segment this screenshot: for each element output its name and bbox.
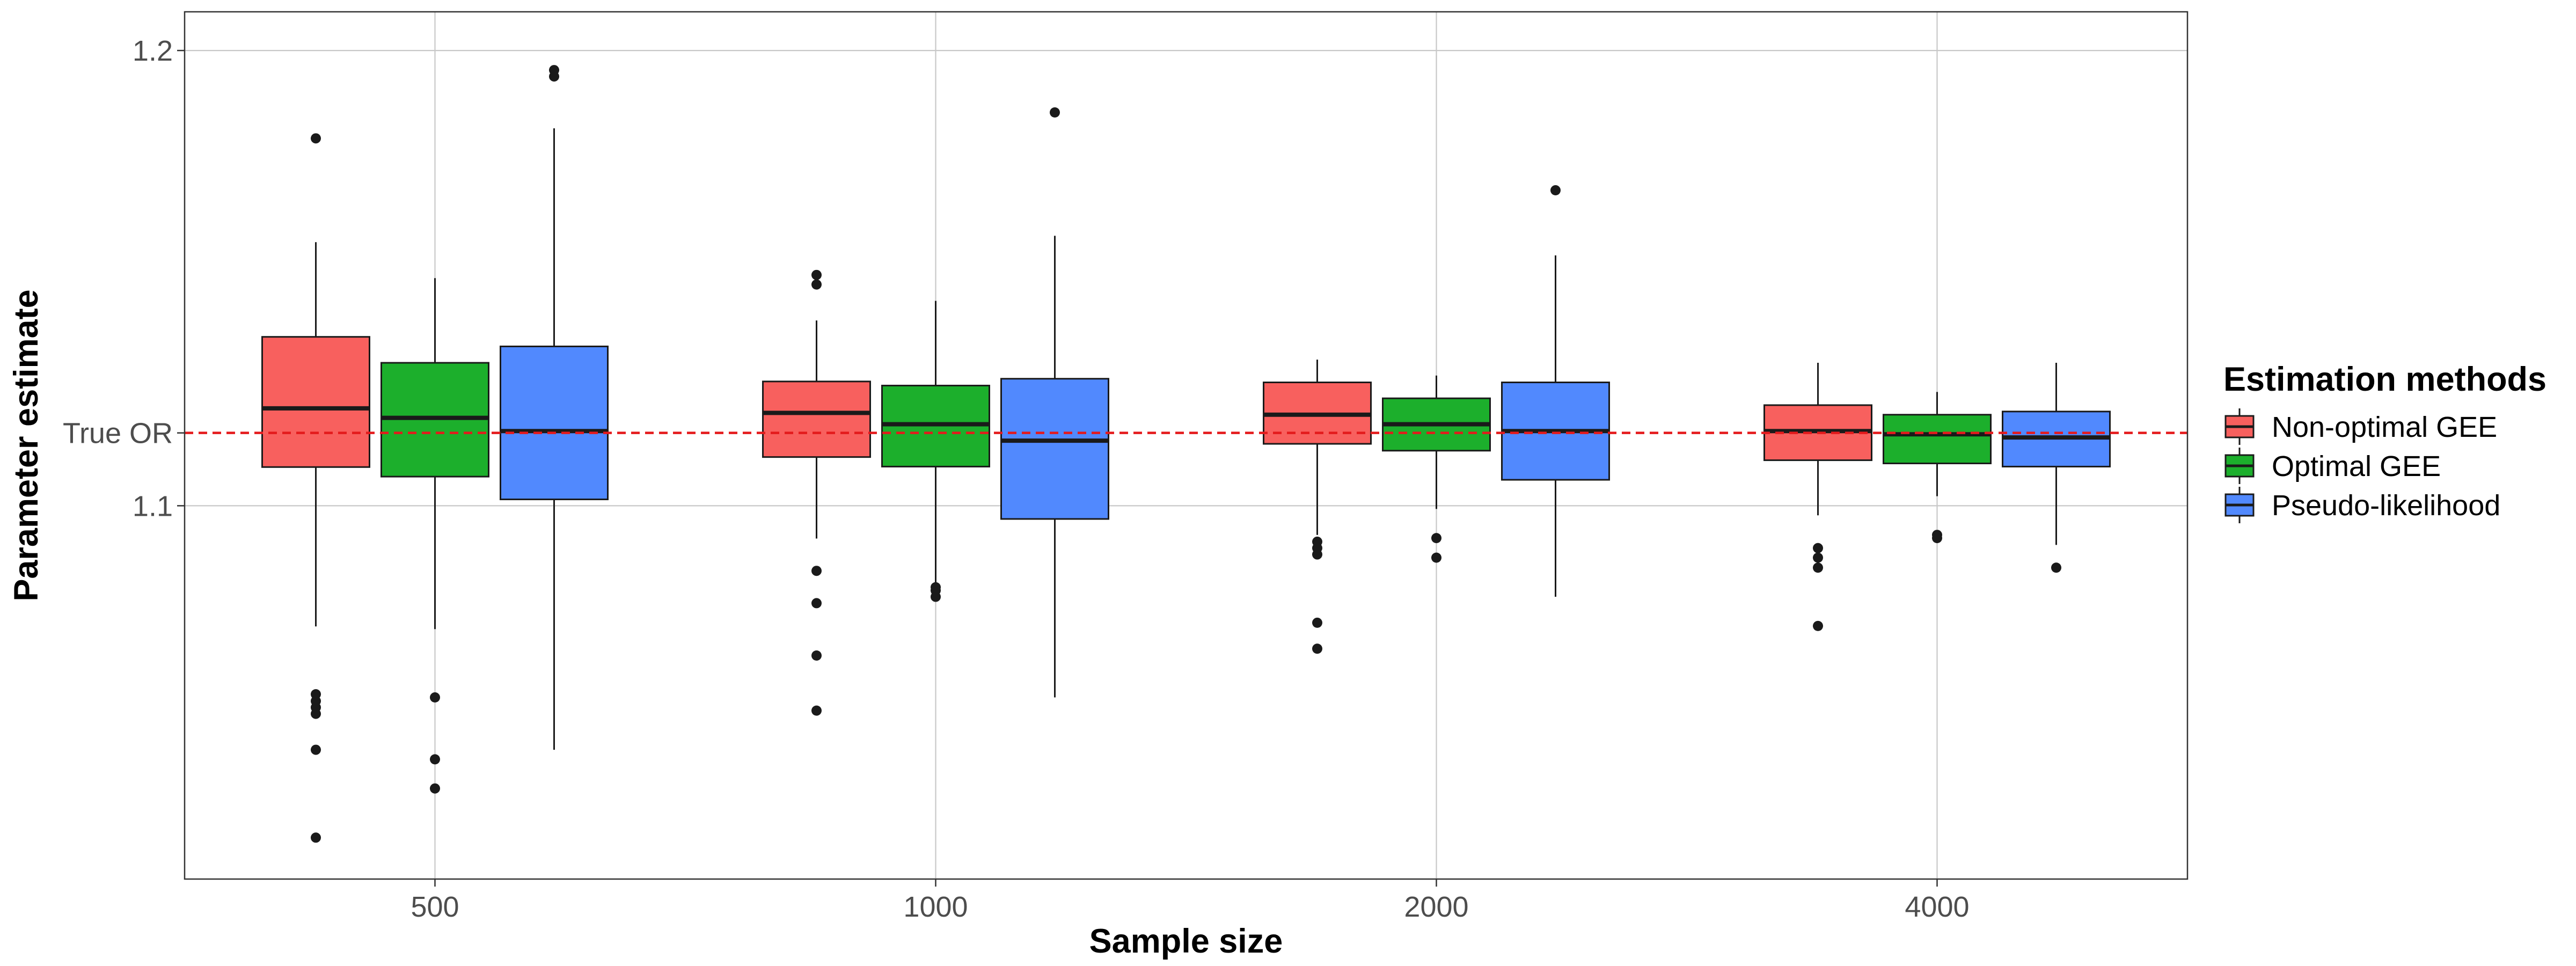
outlier-point <box>811 279 822 290</box>
outlier-point <box>1312 617 1322 628</box>
series-non-optimal-gee <box>261 133 1872 843</box>
y-tick-label: 1.1 <box>133 490 173 522</box>
x-tick-label: 1000 <box>903 891 968 923</box>
outlier-point <box>1932 533 1942 544</box>
box-group <box>1883 392 1992 544</box>
outlier-point <box>311 832 321 843</box>
outlier-point <box>1431 533 1441 544</box>
outlier-point <box>311 744 321 755</box>
box-group <box>500 65 609 750</box>
x-tick-label: 500 <box>411 891 459 923</box>
outlier-point <box>1813 562 1823 573</box>
x-axis-title: Sample size <box>1089 923 1283 960</box>
outlier-point <box>811 598 822 609</box>
box <box>500 345 609 501</box>
box-group <box>1000 107 1109 698</box>
legend: Estimation methods Non-optimal GEE Optima… <box>2223 361 2546 523</box>
outlier-point <box>1050 107 1060 118</box>
outlier-point <box>1813 552 1823 563</box>
box-group <box>881 301 990 602</box>
legend-item: Non-optimal GEE <box>2224 408 2497 445</box>
outlier-point <box>811 566 822 576</box>
box-group <box>2002 363 2111 573</box>
outlier-point <box>811 705 822 716</box>
box-group <box>1501 185 1610 597</box>
series-pseudo-likelihood <box>500 65 2111 750</box>
legend-label: Optimal GEE <box>2272 450 2441 482</box>
outlier-point <box>811 650 822 661</box>
outlier-point <box>1431 552 1441 563</box>
box <box>261 336 370 468</box>
outlier-point <box>2051 562 2061 573</box>
outlier-point <box>430 692 440 703</box>
x-tick-label: 2000 <box>1404 891 1468 923</box>
y-axis-title: Parameter estimate <box>8 289 45 601</box>
box-series <box>261 65 2111 843</box>
outlier-point <box>430 783 440 794</box>
outlier-point <box>1813 620 1823 631</box>
legend-label: Non-optimal GEE <box>2272 411 2497 443</box>
x-tick-label: 4000 <box>1905 891 1969 923</box>
outlier-point <box>1813 543 1823 553</box>
outlier-point <box>931 591 941 602</box>
y-axis: 1.1 1.2 True OR <box>63 35 185 522</box>
reference-line-label: True OR <box>63 418 173 450</box>
box-group <box>1382 375 1491 563</box>
box-group <box>261 133 370 843</box>
outlier-point <box>1550 185 1561 196</box>
outlier-point <box>1312 549 1322 560</box>
legend-item: Pseudo-likelihood <box>2224 487 2500 523</box>
box-group <box>762 269 871 716</box>
outlier-point <box>430 754 440 765</box>
plot-panel-border <box>184 11 2189 880</box>
box-group <box>380 278 489 794</box>
box <box>1000 378 1109 520</box>
box <box>1883 414 1992 465</box>
legend-label: Pseudo-likelihood <box>2272 489 2500 522</box>
y-tick-label: 1.2 <box>133 35 173 67</box>
outlier-point <box>1312 643 1322 654</box>
outlier-point <box>311 133 321 144</box>
outlier-point <box>811 269 822 280</box>
outlier-point <box>311 708 321 719</box>
legend-title: Estimation methods <box>2223 361 2546 398</box>
box <box>762 380 871 458</box>
legend-item: Optimal GEE <box>2224 448 2441 484</box>
series-optimal-gee <box>380 278 1992 794</box>
outlier-point <box>549 71 559 82</box>
x-axis: 500 1000 2000 4000 <box>411 879 1970 923</box>
